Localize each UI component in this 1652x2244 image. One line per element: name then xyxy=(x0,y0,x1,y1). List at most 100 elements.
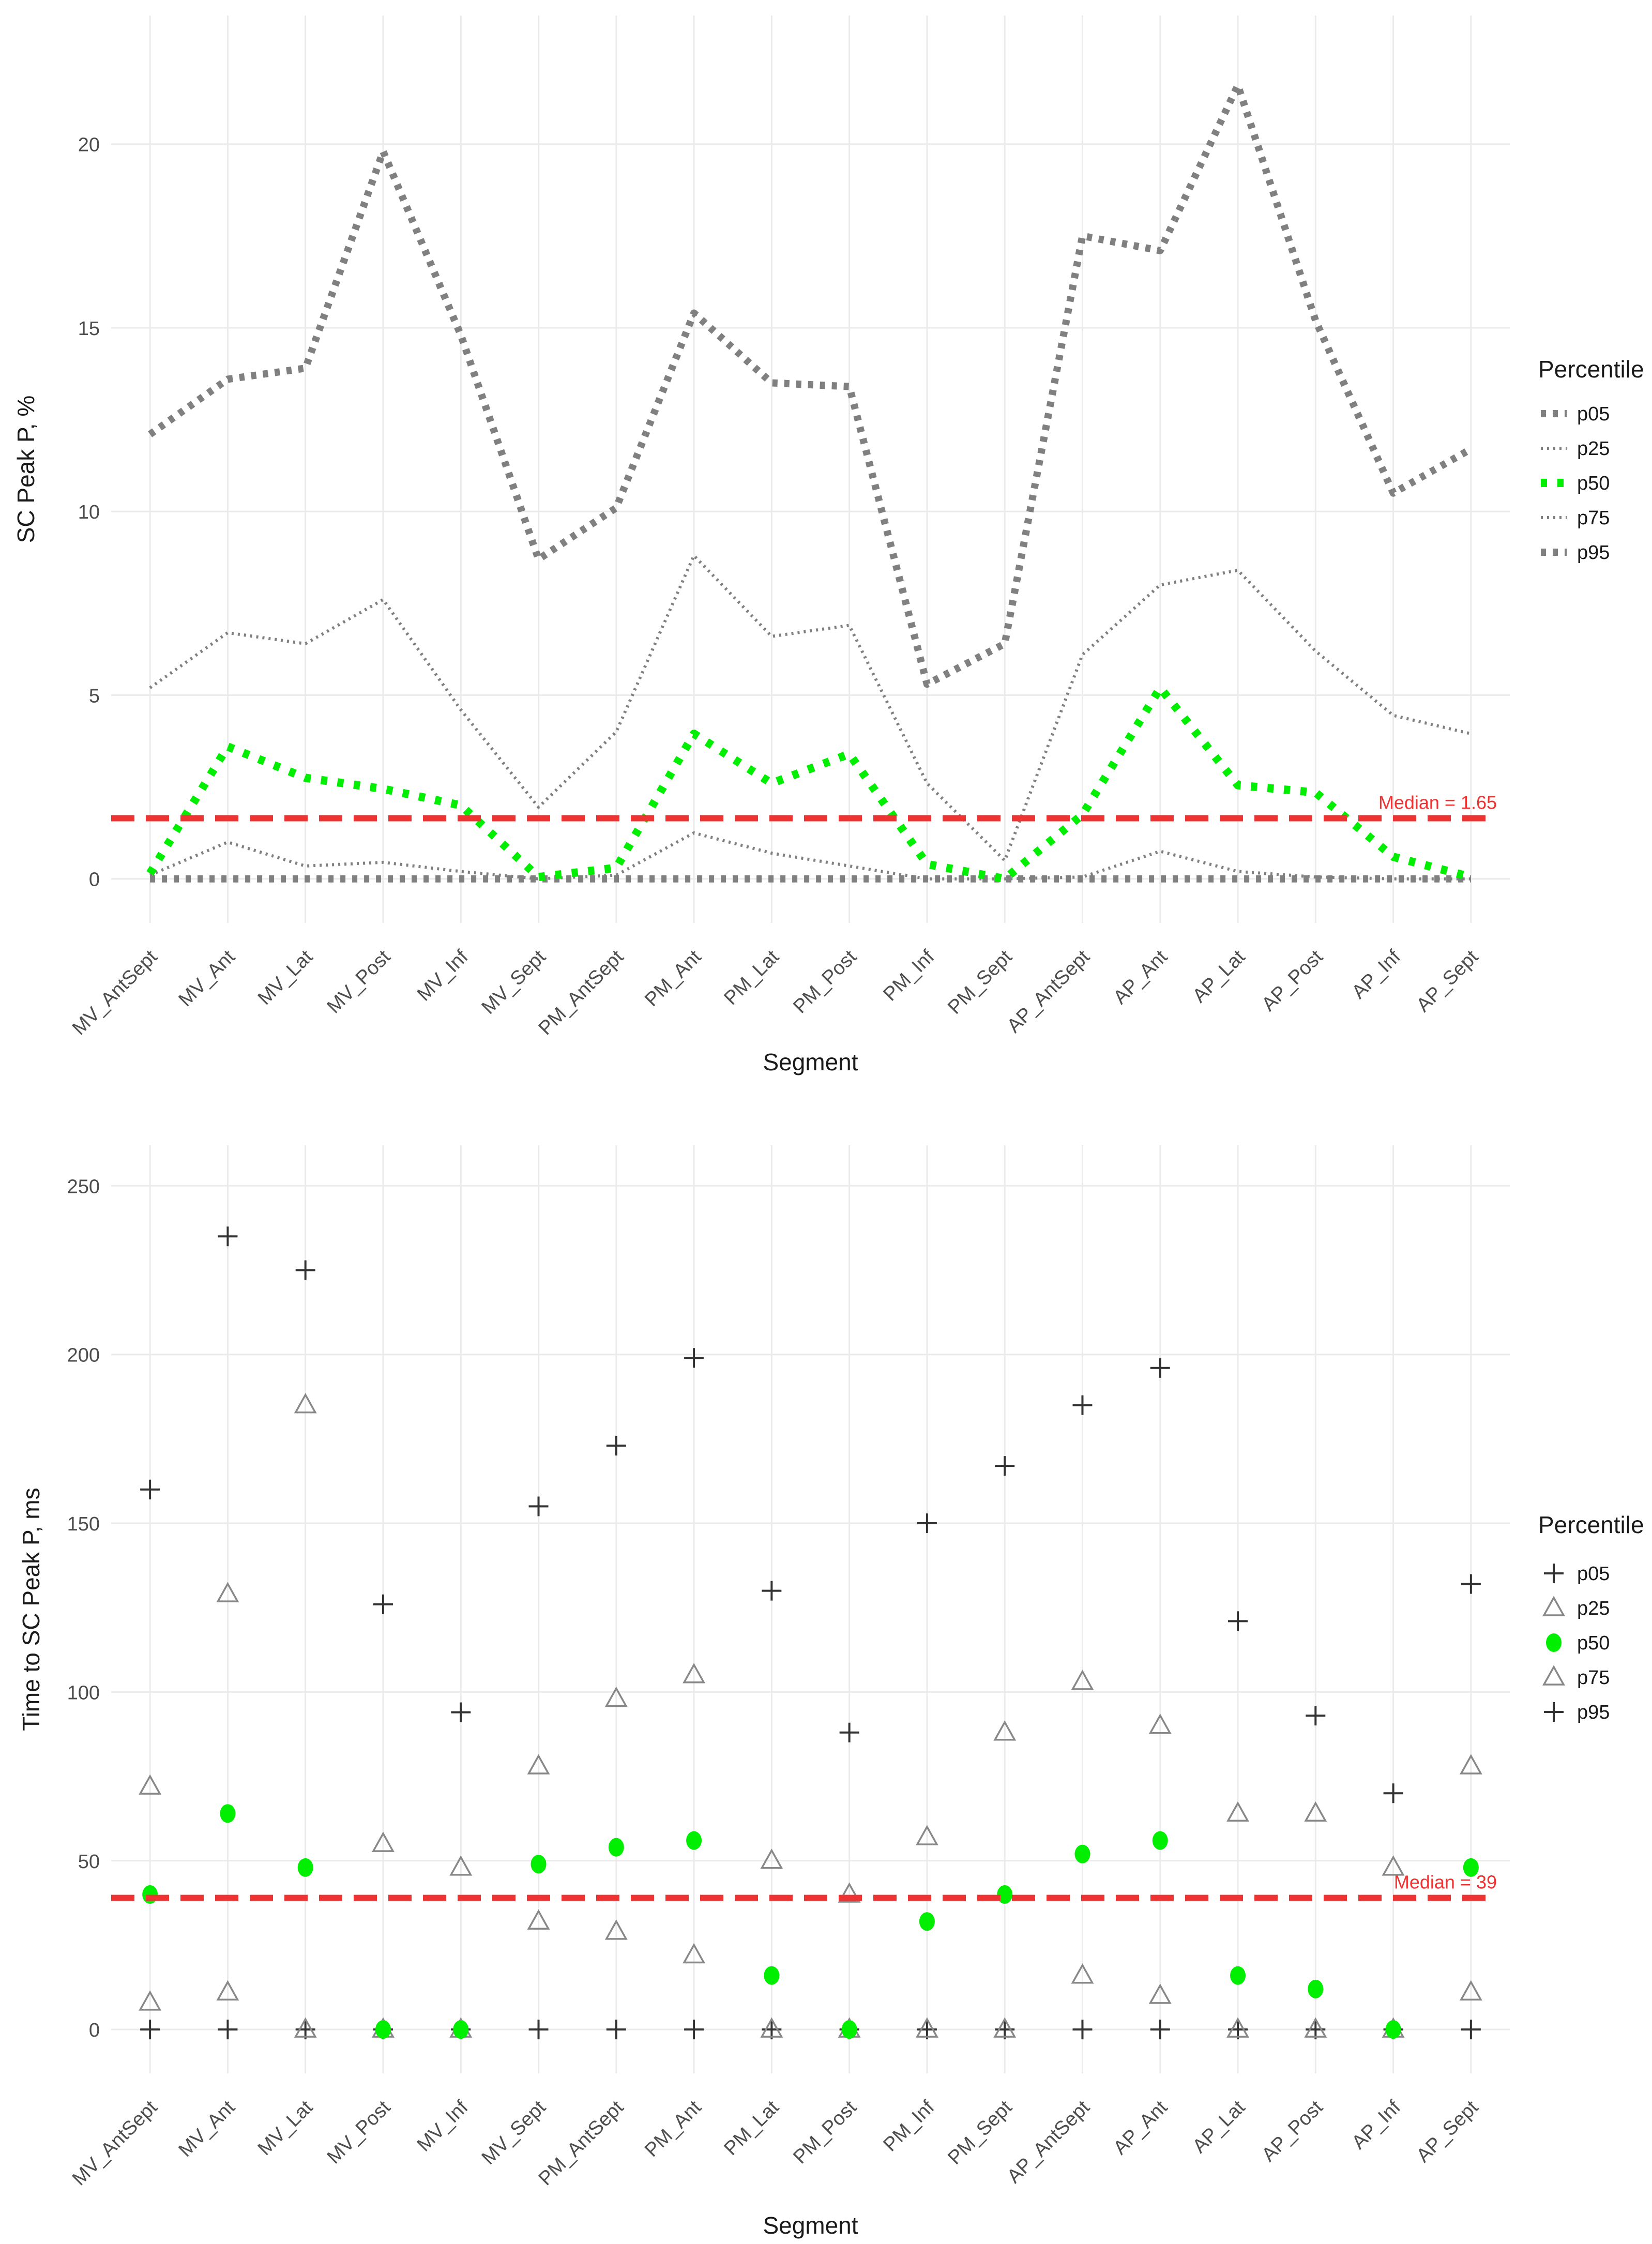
point-p25 xyxy=(1071,1963,1094,1984)
point-p50 xyxy=(297,1858,313,1877)
point-p95 xyxy=(1228,1611,1248,1631)
point-p25 xyxy=(1148,1983,1172,2004)
x-tick-label: MV_AntSept xyxy=(68,946,162,1039)
point-p75 xyxy=(1459,1754,1482,1775)
point-p50 xyxy=(1074,1844,1090,1863)
x-tick-label: AP_Lat xyxy=(1189,946,1250,1007)
x-tick-label: PM_Inf xyxy=(879,946,938,1005)
point-p05 xyxy=(1461,2020,1481,2040)
series-layer xyxy=(139,1226,1482,2040)
point-p05 xyxy=(140,2020,160,2040)
point-p50 xyxy=(1385,2020,1401,2039)
point-p50 xyxy=(764,1966,780,1985)
point-p05 xyxy=(528,2020,549,2040)
x-tick-label: MV_Inf xyxy=(413,2096,473,2156)
x-tick-label: AP_Ant xyxy=(1109,2096,1172,2159)
point-p75 xyxy=(527,1754,550,1775)
point-p75 xyxy=(216,1582,239,1602)
legend-key-p50 xyxy=(1546,1633,1562,1652)
y-tick-label: 0 xyxy=(89,2020,100,2041)
y-tick-label: 250 xyxy=(67,1176,100,1197)
point-p75 xyxy=(1071,1670,1094,1690)
point-p95 xyxy=(1461,1574,1481,1594)
y-tick-label: 20 xyxy=(78,134,100,156)
gridlines xyxy=(111,1145,1510,2073)
point-p95 xyxy=(295,1260,315,1280)
point-p25 xyxy=(915,2017,938,2038)
point-p25 xyxy=(993,2017,1017,2038)
x-tick-label: MV_Lat xyxy=(254,2096,317,2160)
point-p95 xyxy=(1150,1358,1170,1378)
point-p50 xyxy=(919,1912,935,1931)
point-p50 xyxy=(220,1804,236,1823)
point-p25 xyxy=(604,1919,628,1940)
point-p50 xyxy=(1308,1979,1324,1998)
series-line-p75 xyxy=(149,554,1472,862)
median-reference: Median = 1.65 xyxy=(111,792,1497,822)
legend-key-p95 xyxy=(1544,1702,1564,1722)
point-p75 xyxy=(1382,1855,1405,1876)
point-p25 xyxy=(527,1909,550,1930)
x-tick-label: PM_Inf xyxy=(879,2096,938,2156)
x-tick-label: PM_Ant xyxy=(641,946,706,1011)
point-p95 xyxy=(606,1435,626,1455)
legend-label-p05: p05 xyxy=(1577,1563,1610,1585)
point-p05 xyxy=(218,2020,238,2040)
x-axis-label: Segment xyxy=(763,1049,858,1075)
x-tick-label: AP_Post xyxy=(1257,2096,1327,2166)
point-p75 xyxy=(683,1663,706,1684)
x-tick-label: PM_Post xyxy=(789,2096,861,2168)
point-p95 xyxy=(451,1702,471,1722)
point-p75 xyxy=(915,1825,938,1845)
point-p50 xyxy=(1230,1966,1246,1985)
point-p95 xyxy=(1306,1706,1326,1726)
x-tick-label: AP_AntSept xyxy=(1003,946,1094,1037)
x-tick-label: AP_Ant xyxy=(1109,946,1172,1008)
y-axis-label: Time to SC Peak P, ms xyxy=(18,1488,44,1731)
x-tick-label: AP_Sept xyxy=(1412,2096,1482,2166)
x-tick-label: MV_Post xyxy=(323,2096,395,2168)
x-tick-label: MV_Ant xyxy=(175,946,240,1011)
x-tick-label: AP_Lat xyxy=(1189,2096,1250,2157)
point-p25 xyxy=(760,2017,783,2038)
y-tick-label: 0 xyxy=(89,869,100,891)
point-p95 xyxy=(528,1496,549,1517)
series-line-p50 xyxy=(146,684,1472,883)
x-tick-label: AP_Post xyxy=(1257,946,1327,1015)
median-label: Median = 39 xyxy=(1394,1872,1497,1893)
legend-label-p50: p50 xyxy=(1577,473,1610,494)
y-axis-label: SC Peak P, % xyxy=(12,396,39,543)
y-tick-label: 15 xyxy=(78,318,100,340)
x-tick-label: AP_Inf xyxy=(1348,946,1405,1003)
series-layer xyxy=(146,82,1473,883)
point-p50 xyxy=(686,1831,702,1850)
point-p25 xyxy=(1304,2017,1327,2038)
x-tick-label: PM_Lat xyxy=(720,2096,783,2160)
point-p25 xyxy=(1459,1980,1482,2001)
point-p75 xyxy=(604,1686,628,1707)
point-p95 xyxy=(218,1226,238,1247)
point-p50 xyxy=(608,1838,624,1857)
x-tick-label: MV_Ant xyxy=(175,2096,240,2161)
point-p95 xyxy=(917,1513,937,1534)
point-p75 xyxy=(449,1855,473,1876)
point-p95 xyxy=(1383,1783,1403,1803)
point-p50 xyxy=(841,2020,857,2039)
legend-label-p05: p05 xyxy=(1577,403,1610,425)
x-tick-label: PM_Ant xyxy=(641,2096,706,2161)
gridlines xyxy=(111,16,1510,923)
point-p75 xyxy=(760,1848,783,1869)
point-p95 xyxy=(1072,1395,1093,1415)
point-p75 xyxy=(1148,1714,1172,1734)
point-p95 xyxy=(762,1581,782,1601)
point-p75 xyxy=(1226,1801,1250,1822)
point-p50 xyxy=(997,1885,1013,1904)
x-tick-label: MV_Sept xyxy=(478,946,551,1019)
legend-label-p25: p25 xyxy=(1577,438,1610,460)
point-p95 xyxy=(995,1456,1015,1476)
legend-label-p50: p50 xyxy=(1577,1632,1610,1654)
x-tick-label: MV_Sept xyxy=(478,2096,551,2169)
